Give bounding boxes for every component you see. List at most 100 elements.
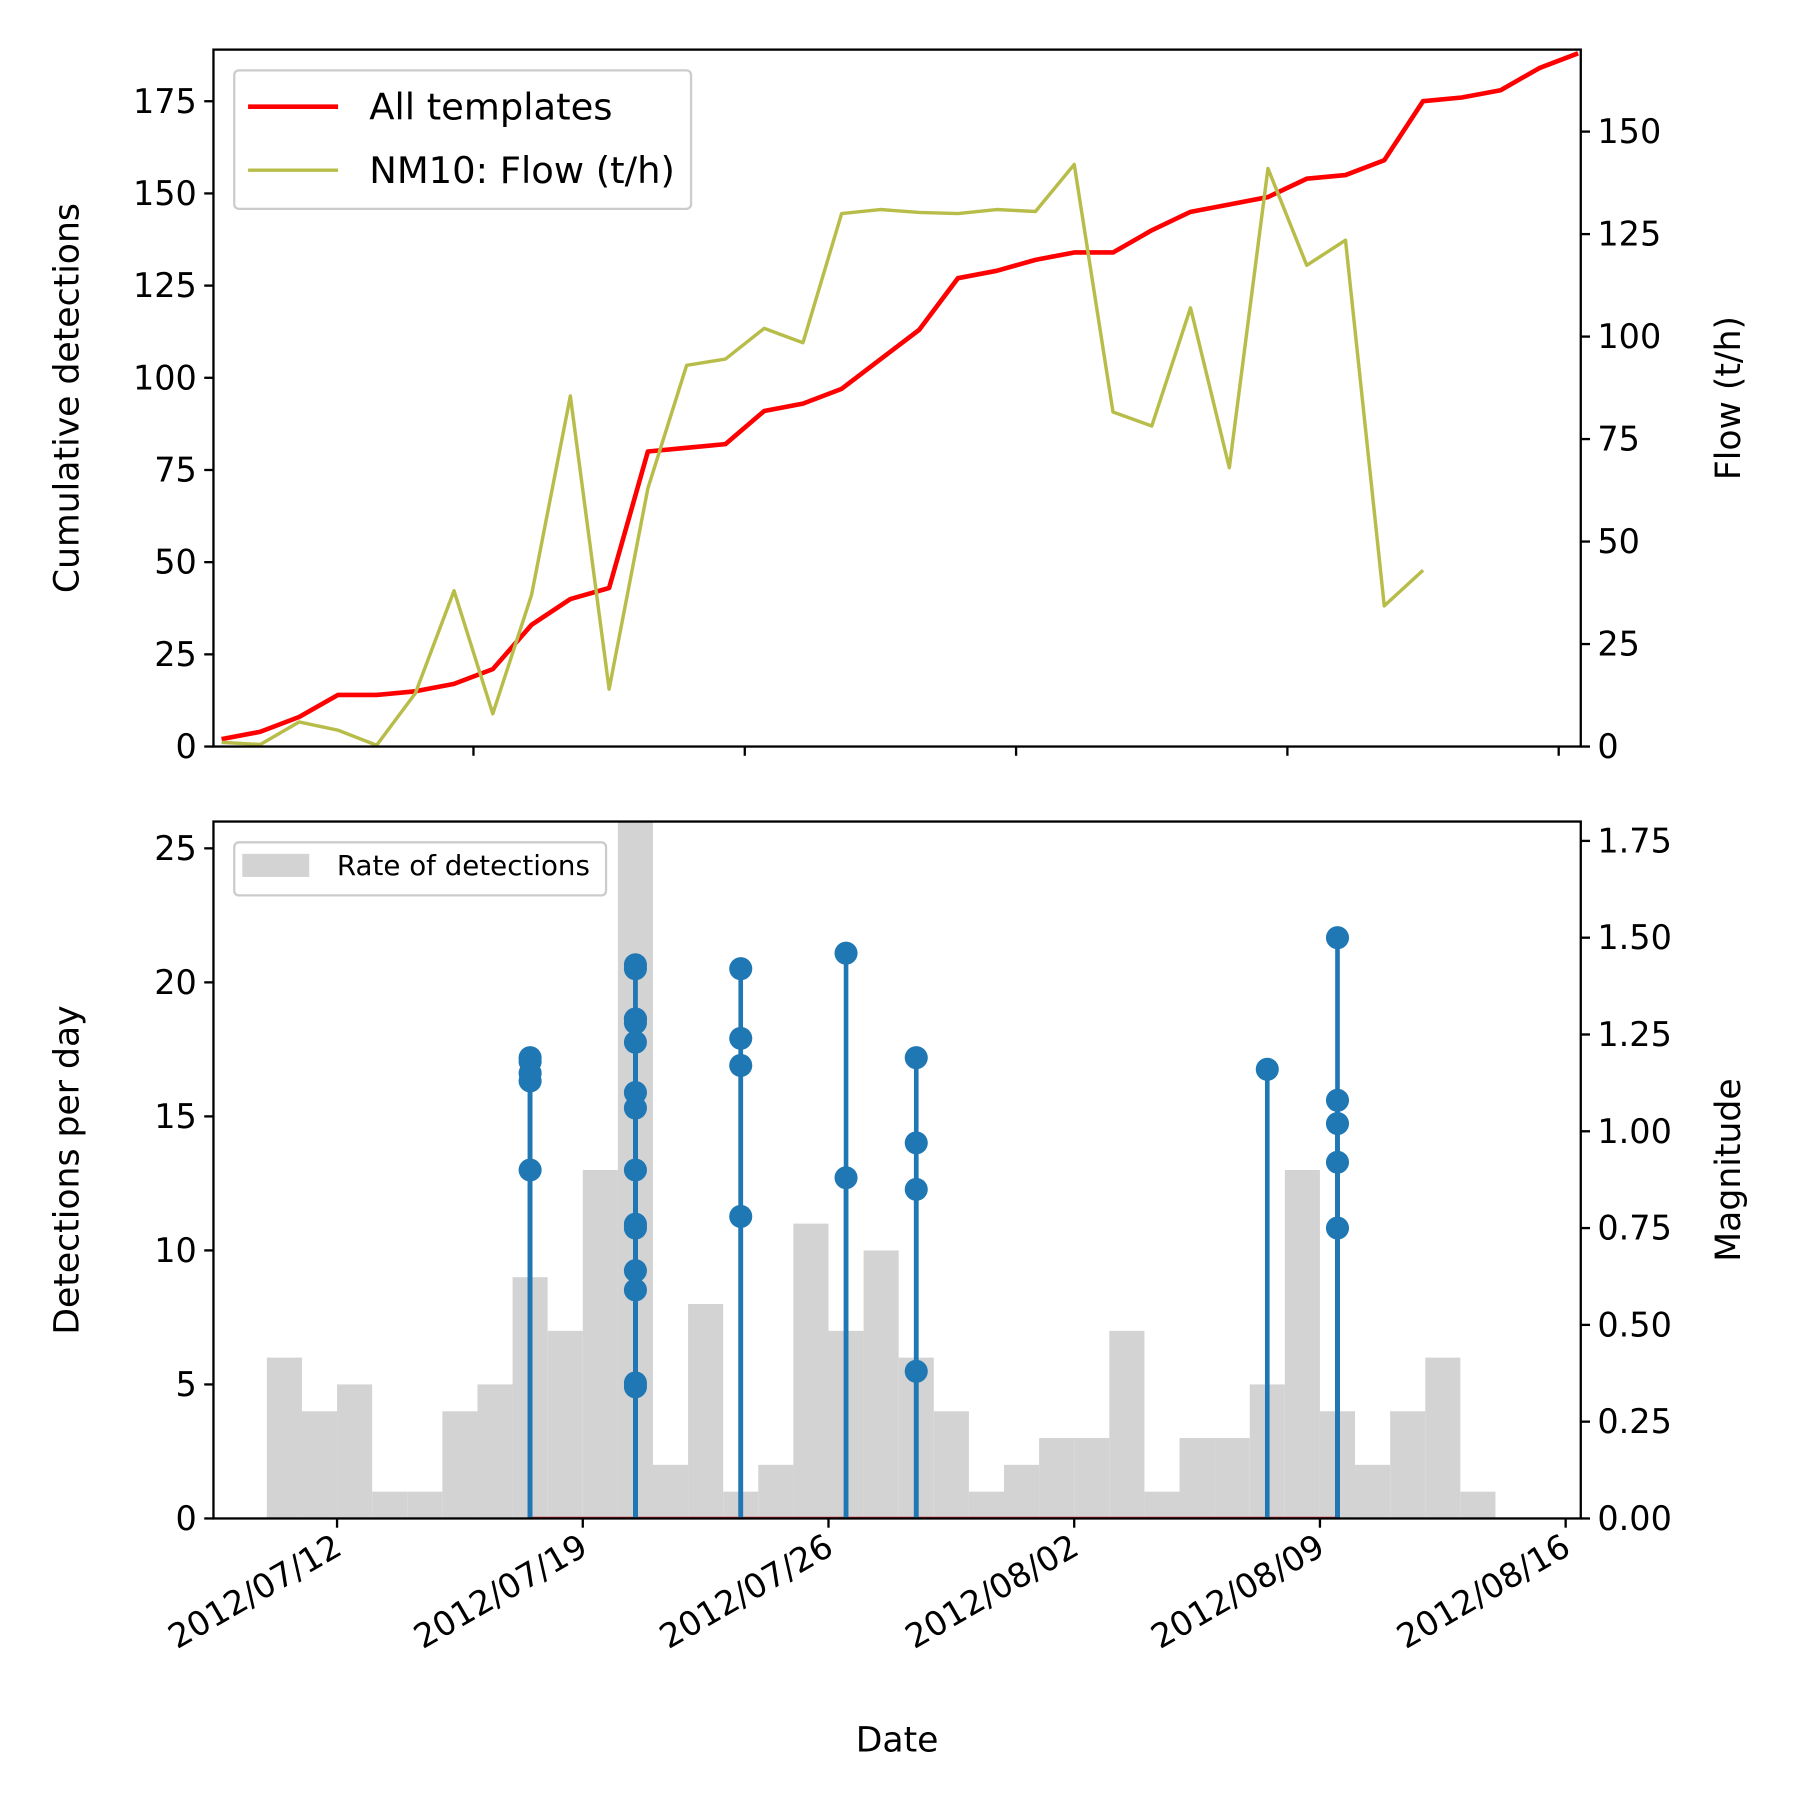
y2-tick-label: 0.75 bbox=[1597, 1209, 1672, 1248]
stem-marker bbox=[623, 1158, 647, 1182]
stem-marker bbox=[1255, 1057, 1279, 1081]
bar bbox=[933, 1411, 969, 1519]
bar bbox=[337, 1384, 373, 1519]
stem-marker bbox=[834, 941, 858, 965]
stem-marker bbox=[904, 1046, 928, 1070]
stem-marker bbox=[623, 957, 647, 981]
y-tick-label: 175 bbox=[133, 82, 197, 121]
stem-marker bbox=[729, 1204, 753, 1229]
y2-tick-label: 150 bbox=[1597, 112, 1661, 151]
y-tick-label: 75 bbox=[154, 451, 197, 490]
y-tick-label: 15 bbox=[154, 1097, 197, 1136]
plot-area bbox=[266, 821, 1496, 1519]
y2-tick-label: 0.00 bbox=[1597, 1499, 1672, 1538]
y2-tick-label: 100 bbox=[1597, 317, 1661, 356]
y-tick-label: 150 bbox=[133, 174, 197, 213]
stem-marker bbox=[518, 1069, 542, 1093]
bar bbox=[1004, 1464, 1040, 1519]
line bbox=[221, 51, 1579, 742]
bar bbox=[301, 1411, 338, 1519]
stem-marker bbox=[904, 1177, 928, 1201]
y2-tick-label: 1.00 bbox=[1597, 1112, 1672, 1151]
x-axis-label: Date bbox=[856, 1721, 939, 1761]
bar bbox=[582, 1170, 618, 1519]
y2-tick-label: 125 bbox=[1597, 215, 1661, 254]
legend-label: Rate of detections bbox=[337, 849, 590, 882]
line bbox=[221, 162, 1425, 747]
y2-tick-label: 0.50 bbox=[1597, 1305, 1672, 1344]
y-tick-label: 50 bbox=[154, 543, 197, 582]
stem-marker bbox=[623, 1371, 647, 1395]
bar bbox=[1284, 1170, 1320, 1519]
y-tick-label: 100 bbox=[133, 358, 197, 397]
bar bbox=[477, 1384, 513, 1519]
bar bbox=[1144, 1491, 1180, 1519]
legend-label: All templates bbox=[369, 86, 612, 129]
y2-tick-label: 0 bbox=[1597, 727, 1618, 766]
y-tick-label: 10 bbox=[154, 1231, 197, 1270]
stem-marker bbox=[623, 1030, 647, 1054]
stem-marker bbox=[623, 1278, 647, 1302]
legend: All templates NM10: Flow (t/h) bbox=[233, 69, 693, 210]
stem-marker bbox=[518, 1158, 542, 1182]
bar bbox=[688, 1304, 724, 1519]
y-tick-label: 125 bbox=[133, 266, 197, 305]
legend-box bbox=[233, 69, 693, 210]
bar bbox=[1109, 1330, 1145, 1519]
stem-marker bbox=[1325, 1088, 1350, 1112]
bar bbox=[1214, 1438, 1250, 1519]
x-tick-label: 2012/08/09 bbox=[1144, 1526, 1330, 1656]
bar bbox=[1074, 1438, 1110, 1519]
bar bbox=[1425, 1357, 1461, 1519]
stem-marker bbox=[729, 957, 753, 981]
y-tick-label: 25 bbox=[154, 829, 197, 868]
bar bbox=[442, 1411, 478, 1519]
x-tick-label: 2012/08/16 bbox=[1390, 1526, 1576, 1656]
stem-marker bbox=[1325, 926, 1350, 950]
stem-marker bbox=[1325, 1150, 1350, 1174]
bar bbox=[1460, 1491, 1496, 1519]
y2-tick-label: 50 bbox=[1597, 522, 1640, 561]
x-tick-label: 2012/07/19 bbox=[407, 1526, 593, 1656]
stem-marker bbox=[1325, 1112, 1350, 1136]
legend: Rate of detections bbox=[233, 841, 608, 897]
y-tick-label: 0 bbox=[176, 727, 197, 766]
y2-tick-label: 1.50 bbox=[1597, 918, 1672, 957]
stem-marker bbox=[904, 1131, 928, 1155]
bar bbox=[758, 1464, 794, 1519]
axes-frame bbox=[212, 820, 1582, 1520]
y2-tick-label: 1.75 bbox=[1597, 821, 1672, 860]
bar bbox=[793, 1223, 829, 1519]
stem-marker bbox=[623, 1096, 647, 1120]
bar bbox=[1390, 1411, 1426, 1519]
y-axis-label: Detections per day bbox=[47, 1005, 87, 1334]
bar bbox=[863, 1250, 899, 1519]
stem-marker bbox=[623, 1259, 647, 1283]
y-tick-label: 20 bbox=[154, 963, 197, 1002]
stem-marker bbox=[729, 1026, 753, 1050]
bar bbox=[968, 1491, 1005, 1519]
y2-tick-label: 0.25 bbox=[1597, 1402, 1672, 1441]
plot-area bbox=[221, 51, 1579, 747]
x-tick-label: 2012/07/26 bbox=[653, 1526, 839, 1656]
stem-marker bbox=[623, 1216, 647, 1240]
bar bbox=[266, 1357, 302, 1519]
legend-patch bbox=[242, 853, 310, 877]
y2-tick-label: 75 bbox=[1597, 420, 1640, 459]
y-axis-label: Cumulative detections bbox=[47, 203, 87, 593]
bar bbox=[407, 1491, 443, 1519]
bar bbox=[1355, 1464, 1391, 1519]
bar bbox=[1039, 1438, 1075, 1519]
legend-label: NM10: Flow (t/h) bbox=[369, 149, 675, 192]
y2-axis-label: Magnitude bbox=[1709, 1078, 1749, 1261]
axes-frame bbox=[212, 48, 1582, 748]
bar bbox=[372, 1491, 408, 1519]
stem-marker bbox=[904, 1359, 928, 1383]
y2-tick-label: 1.25 bbox=[1597, 1015, 1672, 1054]
stem-marker bbox=[729, 1053, 753, 1077]
y-tick-label: 5 bbox=[176, 1365, 197, 1404]
y2-tick-label: 25 bbox=[1597, 625, 1640, 664]
x-tick-label: 2012/08/02 bbox=[899, 1526, 1085, 1656]
bar bbox=[547, 1330, 583, 1519]
stem-marker bbox=[1325, 1216, 1350, 1240]
